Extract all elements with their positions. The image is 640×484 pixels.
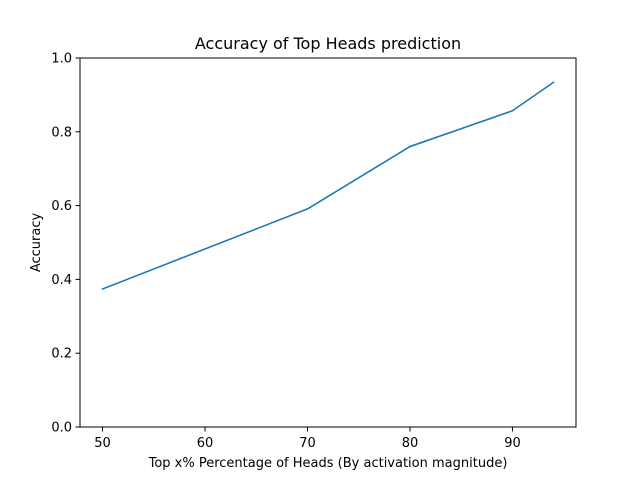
y-tick-label: 0.0 <box>51 421 72 436</box>
y-axis-label: Accuracy <box>29 213 44 273</box>
y-tick-label: 1.0 <box>51 52 72 67</box>
x-tick-label: 50 <box>94 436 111 451</box>
series-line <box>101 81 555 291</box>
y-tick-label: 0.4 <box>51 273 72 288</box>
series-layer <box>101 81 555 291</box>
plot-background <box>80 58 576 427</box>
y-tick-label: 0.6 <box>51 199 72 214</box>
y-tick-label: 0.2 <box>51 347 72 362</box>
x-tick-label: 60 <box>197 436 214 451</box>
chart-title: Accuracy of Top Heads prediction <box>195 34 461 53</box>
x-axis-label: Top x% Percentage of Heads (By activatio… <box>148 456 508 471</box>
x-tick-label: 70 <box>299 436 316 451</box>
y-axis-ticks: 0.0 0.2 0.4 0.6 0.8 1.0 <box>51 52 80 436</box>
x-tick-label: 80 <box>402 436 419 451</box>
plot-frame <box>79 57 577 428</box>
x-axis-ticks: 50 60 70 80 90 <box>94 427 521 451</box>
x-tick-label: 90 <box>504 436 521 451</box>
y-tick-label: 0.8 <box>51 125 72 140</box>
